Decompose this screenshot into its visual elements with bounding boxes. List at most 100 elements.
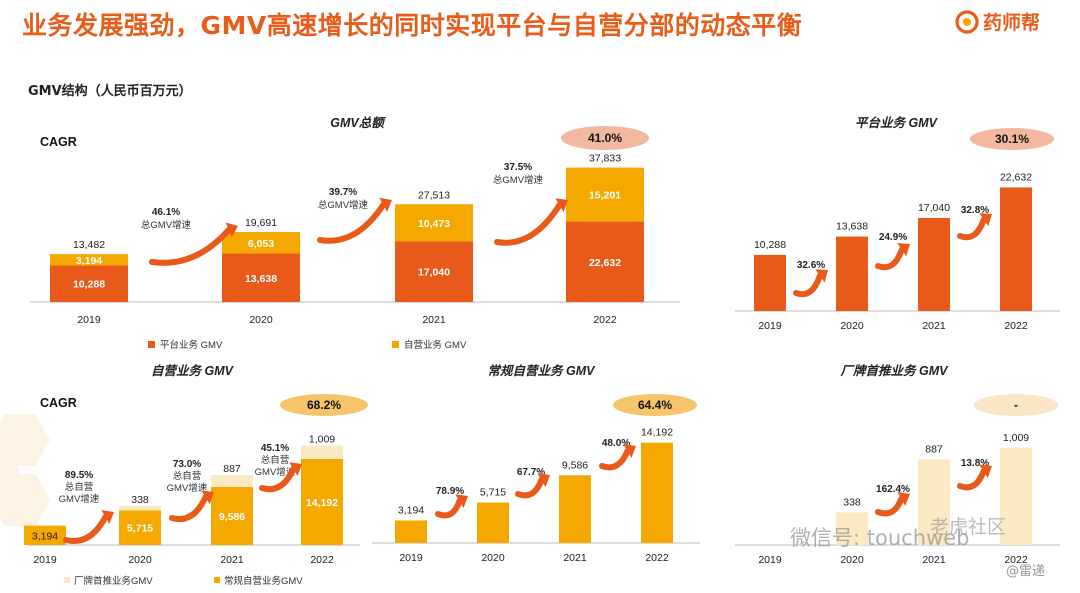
gmv-total-bar-platform-2020 — [222, 253, 300, 302]
platform-tick-2021: 2021 — [922, 320, 946, 332]
platform-growth-1: 24.9% — [879, 232, 907, 243]
gmv-total-title: GMV总额 — [330, 116, 386, 130]
gmv-total-bar-self-2021 — [395, 204, 473, 242]
brand-growth-arrow-2-head — [979, 464, 992, 479]
regular-growth-2: 48.0% — [602, 438, 630, 449]
gmv-total-label-self-2020: 6,053 — [248, 238, 274, 250]
platform-tick-2019: 2019 — [758, 320, 782, 332]
gmv-total-tick-2022: 2022 — [593, 314, 617, 326]
gmv-total-label-total-2022: 37,833 — [589, 153, 621, 165]
regular-growth-0: 78.9% — [436, 486, 464, 497]
gmv-total-bar-self-2019 — [50, 254, 128, 266]
self-bar-brand-2021 — [211, 475, 253, 487]
gmv-total-label-total-2020: 19,691 — [245, 217, 277, 229]
regular-growth-arrow-2-head — [623, 444, 636, 458]
gmv-total-growth-arrow-0-head — [225, 222, 238, 238]
self-cagr-bubble — [280, 394, 368, 416]
platform-bar-2021 — [918, 217, 950, 311]
gmv-total-growth-text-0: 总GMV增速 — [141, 219, 192, 231]
brand-cagr-bubble — [974, 394, 1058, 416]
gmv-total-tick-2021: 2021 — [422, 314, 446, 326]
brand-tick-2020: 2020 — [840, 554, 864, 566]
gmv-total-label-platform-2021: 17,040 — [418, 267, 450, 279]
brand-growth-arrow-1-head — [897, 491, 910, 506]
regular-bar-2022 — [641, 442, 673, 543]
gmv-total-label-self-2021: 10,473 — [418, 218, 450, 230]
self-growth-rate-2: 45.1% — [261, 443, 289, 454]
gmv-total-growth-arrow-1-head — [379, 197, 392, 212]
gmv-total-cagr-bubble — [561, 126, 649, 150]
gmv-total-bar-platform-2022 — [566, 221, 644, 302]
watermark-secondary: @雷递 — [1006, 564, 1046, 579]
logo-icon — [955, 9, 979, 34]
platform-growth-arrow-1 — [875, 246, 905, 271]
gmv-total-legend-swatch-self — [392, 341, 399, 348]
brand-growth-1: 162.4% — [876, 484, 910, 495]
slide-title: 业务发展强劲，GMV高速增长的同时实现平台与自营分部的动态平衡 — [22, 11, 803, 40]
gmv-total-growth-arrow-2 — [494, 202, 563, 246]
brand-bar-2021 — [918, 459, 950, 545]
gmv-total-growth-text-2: 总GMV增速 — [493, 174, 544, 186]
decor-hexagon-0 — [0, 414, 50, 466]
self-bar-regular-2020 — [119, 510, 161, 545]
platform-cagr-bubble — [970, 128, 1054, 150]
gmv-total-label-total-2019: 13,482 — [73, 239, 105, 251]
platform-bar-2022 — [1000, 187, 1032, 311]
logo: 药师帮 — [955, 8, 1040, 35]
regular-cagr-bubble — [613, 394, 697, 416]
platform-tick-2022: 2022 — [1004, 320, 1028, 332]
regular-bar-2020 — [477, 502, 509, 543]
brand-bar-2020 — [836, 512, 868, 545]
self-bar-regular-2019 — [24, 525, 66, 545]
gmv-total-label-platform-2020: 13,638 — [245, 273, 277, 285]
regular-tick-2020: 2020 — [481, 552, 505, 564]
self-growth-arrow-2-head — [289, 462, 302, 477]
platform-growth-arrow-0 — [793, 272, 823, 298]
gmv-total-bar-platform-2019 — [50, 265, 128, 302]
platform-label-2021: 17,040 — [918, 202, 950, 214]
self-bar-regular-2022 — [301, 458, 343, 545]
gmv-total-growth-arrow-1 — [317, 201, 387, 244]
self-label-regular-2021: 9,586 — [219, 511, 245, 523]
self-legend-swatch-regular — [214, 577, 220, 583]
brand-tick-2021: 2021 — [922, 554, 946, 566]
gmv-total-legend-swatch-platform — [148, 341, 155, 348]
self-growth-line1-0: 总自营 — [65, 481, 94, 493]
brand-tick-2022: 2022 — [1004, 554, 1028, 566]
gmv-total-tick-2020: 2020 — [249, 314, 273, 326]
regular-cagr-value: 64.4% — [638, 398, 672, 412]
platform-tick-2020: 2020 — [840, 320, 864, 332]
self-label-regular-2020: 5,715 — [127, 523, 153, 535]
self-label-brand-2020: 338 — [131, 494, 149, 506]
gmv-total-label-platform-2022: 22,632 — [589, 257, 621, 269]
gmv-total-growth-rate-1: 39.7% — [329, 187, 357, 198]
self-growth-line2-2: GMV增速 — [255, 466, 296, 478]
gmv-total-label-self-2022: 15,201 — [589, 190, 621, 202]
gmv-total-legend-platform: 平台业务 GMV — [160, 339, 223, 351]
gmv-total-tick-2019: 2019 — [77, 314, 101, 326]
regular-growth-arrow-1-head — [537, 473, 550, 487]
logo-text: 药师帮 — [983, 12, 1041, 34]
watermark-community: 老虎社区 — [930, 516, 1007, 538]
gmv-total-bar-self-2022 — [566, 167, 644, 222]
self-growth-line1-2: 总自营 — [261, 454, 290, 466]
gmv-total-growth-rate-2: 37.5% — [504, 162, 532, 173]
brand-label-2020: 338 — [843, 496, 861, 508]
regular-tick-2021: 2021 — [563, 552, 587, 564]
self-tick-2022: 2022 — [310, 554, 334, 566]
gmv-total-cagr-label: CAGR — [40, 135, 77, 149]
platform-label-2019: 10,288 — [754, 239, 786, 251]
self-tick-2019: 2019 — [33, 554, 57, 566]
platform-growth-0: 32.6% — [797, 260, 825, 271]
brand-title: 厂牌首推业务 GMV — [840, 364, 950, 378]
self-growth-arrow-1 — [169, 494, 209, 522]
platform-cagr-value: 30.1% — [995, 132, 1029, 146]
self-growth-arrow-1-head — [201, 490, 214, 505]
platform-label-2020: 13,638 — [836, 221, 868, 233]
regular-bar-2021 — [559, 475, 591, 543]
self-label-brand-2021: 887 — [223, 463, 241, 475]
self-label-regular-2019: 3,194 — [32, 530, 58, 542]
self-legend-swatch-brand — [64, 577, 70, 583]
platform-growth-arrow-0-head — [815, 269, 828, 283]
self-legend-regular: 常规自营业务GMV — [224, 575, 303, 587]
